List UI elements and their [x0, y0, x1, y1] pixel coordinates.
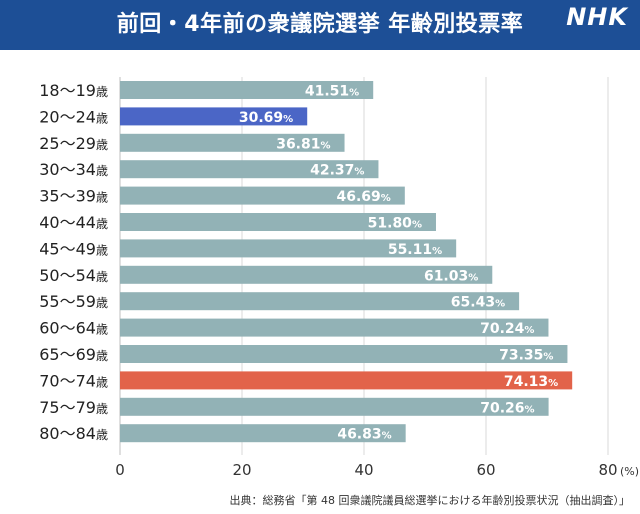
category-label: 60〜64歳	[39, 319, 108, 338]
data-label: 42.37%	[310, 163, 364, 179]
bar	[120, 292, 520, 311]
chart-header: 前回・4年前の衆議院選挙 年齢別投票率 NHK	[0, 0, 640, 50]
category-label: 70〜74歳	[39, 371, 108, 390]
bar	[120, 239, 457, 258]
data-label: 36.81%	[276, 136, 330, 152]
data-label: 41.51%	[305, 84, 359, 100]
data-label: 30.69%	[239, 110, 293, 126]
category-label: 20〜24歳	[39, 107, 108, 126]
category-label: 18〜19歳	[39, 81, 108, 100]
x-tick-label: 0	[115, 461, 125, 479]
bar	[120, 133, 345, 152]
bar-chart: 0 20 40 60 80 (%) 18〜19歳 41.51% 20〜24歳 30.69% 25〜2…	[39, 77, 639, 479]
data-label: 70.24%	[480, 321, 534, 337]
data-label: 46.83%	[337, 427, 391, 443]
category-label: 75〜79歳	[39, 398, 108, 417]
data-label: 55.11%	[388, 242, 442, 258]
x-tick-label: 60	[476, 461, 495, 479]
bar	[120, 318, 549, 337]
category-label: 80〜84歳	[39, 424, 108, 443]
source-note: 出典：総務省「第 48 回衆議院議員総選挙における年齢別投票状況（抽出調査）」	[229, 494, 631, 507]
category-label: 45〜49歳	[39, 239, 108, 258]
data-label: 74.13%	[504, 374, 558, 390]
bar	[120, 371, 573, 390]
category-label: 35〜39歳	[39, 187, 108, 206]
x-tick-label: 80	[598, 461, 617, 479]
x-tick-label: 20	[232, 461, 251, 479]
nhk-logo: NHK	[566, 3, 628, 31]
category-label: 40〜44歳	[39, 213, 108, 232]
bar	[120, 186, 405, 205]
bar	[120, 265, 493, 284]
bar	[120, 160, 379, 179]
data-label: 51.80%	[368, 216, 422, 232]
bar	[120, 81, 374, 99]
data-label: 46.69%	[336, 189, 390, 205]
bar	[120, 397, 549, 416]
chart-title: 前回・4年前の衆議院選挙 年齢別投票率	[116, 12, 524, 37]
x-tick-label: 40	[354, 461, 373, 479]
data-label: 70.26%	[480, 400, 534, 416]
data-label: 65.43%	[451, 295, 505, 311]
bar	[120, 213, 436, 231]
category-label: 30〜34歳	[39, 160, 108, 179]
data-label: 61.03%	[424, 268, 478, 284]
category-label: 50〜54歳	[39, 266, 108, 285]
data-label: 73.35%	[499, 348, 553, 364]
category-label: 65〜69歳	[39, 345, 108, 364]
bar	[120, 345, 568, 363]
x-unit-label: (%)	[620, 465, 639, 478]
category-label: 55〜59歳	[39, 292, 108, 311]
bar	[120, 107, 308, 126]
category-label: 25〜29歳	[39, 134, 108, 153]
bar	[120, 424, 406, 443]
